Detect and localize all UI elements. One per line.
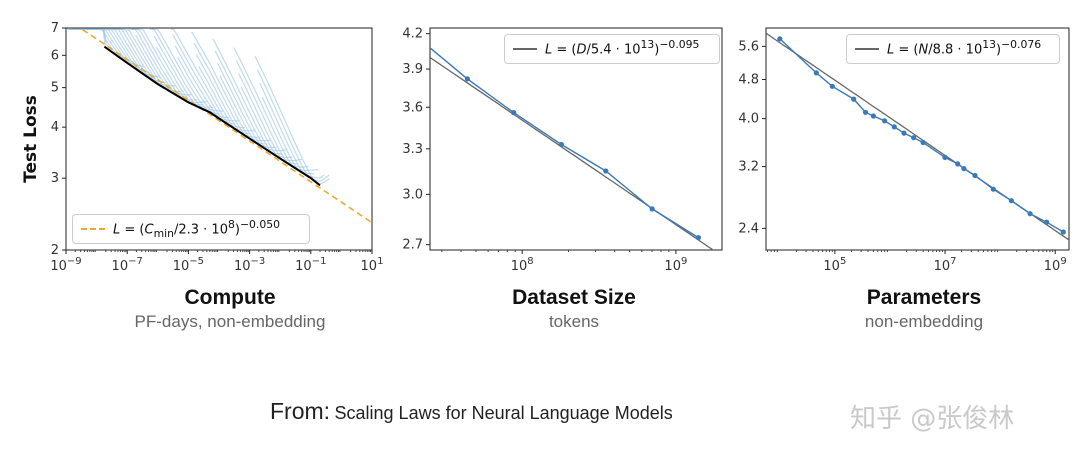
x-tick-label: 10−7	[112, 256, 143, 274]
source-citation: From: Scaling Laws for Neural Language M…	[270, 398, 673, 425]
x-tick-label: 101	[361, 256, 384, 274]
data-point	[891, 124, 897, 130]
plot-area	[66, 28, 372, 224]
compute-title: Compute	[184, 286, 276, 309]
data-point	[955, 161, 961, 167]
dataset-size-panel: 2.7 3.0 3.3 3.6 3.9 4.2 108 109	[402, 27, 723, 274]
parameters-title: Parameters	[866, 286, 982, 309]
y-tick-label: 3	[51, 171, 59, 186]
dataset-size-legend: L = (D/5.4 · 1013)−0.095	[504, 34, 720, 64]
y-tick-label: 3.9	[402, 62, 423, 77]
y-axis-label: Test Loss	[21, 95, 41, 183]
data-point	[972, 172, 978, 179]
data-point	[942, 154, 948, 160]
data-point	[961, 166, 967, 172]
plot-frame	[429, 27, 723, 251]
data-point	[882, 118, 888, 124]
y-tick-label: 4	[51, 120, 59, 135]
x-tick-label: 109	[1044, 256, 1067, 274]
data-point	[813, 70, 819, 76]
data-point	[558, 141, 565, 148]
from-label: From:	[270, 398, 331, 424]
x-tick-label: 105	[823, 256, 846, 274]
data-point	[911, 135, 917, 141]
compute-legend: L = (Cmin/2.3 · 108)−0.050	[72, 214, 310, 244]
data-point	[511, 110, 517, 116]
dataset-size-legend-label: L = (D/5.4 · 1013)−0.095	[545, 38, 700, 58]
x-tick-label: 10−1	[295, 256, 326, 274]
y-tick-label: 4.2	[402, 27, 423, 42]
training-run-curve	[195, 54, 261, 138]
y-tick-label: 4.8	[738, 72, 759, 87]
training-run-curve	[128, 28, 204, 106]
x-tick-label: 10−9	[50, 256, 81, 274]
data-series-line	[779, 38, 1064, 233]
y-tick-label: 7	[51, 21, 59, 36]
data-point	[1060, 229, 1066, 235]
x-tick-label: 108	[511, 256, 534, 274]
plot-area	[430, 46, 715, 250]
training-run-curve	[259, 82, 325, 179]
plot-area	[766, 32, 1069, 241]
parameters-legend-label: L = (N/8.8 · 1013)−0.076	[887, 38, 1042, 58]
y-tick-label: 5	[51, 81, 59, 96]
data-point	[1027, 211, 1033, 217]
data-point	[649, 206, 655, 212]
y-tick-label: 2	[51, 243, 59, 258]
training-run-curve	[153, 35, 224, 112]
y-tick-label: 2.4	[738, 221, 759, 236]
data-series-line	[103, 45, 321, 187]
plot-frame	[65, 27, 373, 251]
data-series-line	[430, 46, 699, 239]
dataset-size-subtitle: tokens	[548, 312, 600, 331]
data-point	[862, 109, 869, 115]
x-tick-label: 109	[664, 256, 687, 274]
parameters-panel: 2.4 3.2 4.0 4.8 5.6 105 107 109	[738, 27, 1070, 274]
x-tick-label: 10−5	[173, 256, 204, 274]
data-point	[829, 83, 835, 89]
power-law-fit-line	[430, 56, 715, 250]
y-tick-label: 6	[51, 48, 59, 63]
data-point	[870, 113, 877, 119]
data-point	[990, 186, 996, 192]
y-tick-label: 3.0	[402, 187, 423, 202]
training-run-curve	[261, 96, 315, 175]
power-law-fit-line	[78, 28, 372, 224]
x-tick-label: 107	[934, 256, 957, 274]
y-tick-label: 3.3	[402, 142, 423, 157]
data-point	[603, 168, 609, 174]
data-point	[1008, 198, 1015, 204]
y-tick-label: 3.6	[402, 100, 423, 115]
data-point	[920, 139, 926, 146]
training-run-curve	[256, 69, 330, 183]
data-point	[901, 130, 907, 136]
compute-panel: 2 3 4 5 6 7 10−9 10−7 10−5 10−3 10−1 101 Test Loss	[21, 21, 384, 274]
plot-frame	[765, 27, 1070, 251]
y-tick-label: 4.0	[738, 112, 759, 127]
data-point	[695, 235, 702, 241]
parameters-subtitle: non-embedding	[864, 312, 984, 331]
data-point	[851, 96, 857, 102]
data-point	[1044, 219, 1050, 225]
dataset-size-title: Dataset Size	[512, 286, 636, 309]
compute-legend-label: L = (Cmin/2.3 · 108)−0.050	[113, 218, 281, 240]
parameters-legend: L = (N/8.8 · 1013)−0.076	[846, 34, 1060, 64]
x-tick-label: 10−3	[234, 256, 265, 274]
y-tick-label: 5.6	[738, 39, 759, 54]
data-point	[464, 76, 470, 82]
compute-subtitle: PF-days, non-embedding	[134, 312, 326, 331]
training-run-curve	[216, 62, 287, 152]
y-tick-label: 3.2	[738, 160, 759, 175]
watermark: 知乎 @张俊林	[850, 404, 1015, 434]
paper-title: Scaling Laws for Neural Language Models	[334, 403, 673, 423]
data-point	[777, 36, 783, 42]
y-tick-label: 2.7	[402, 238, 423, 253]
